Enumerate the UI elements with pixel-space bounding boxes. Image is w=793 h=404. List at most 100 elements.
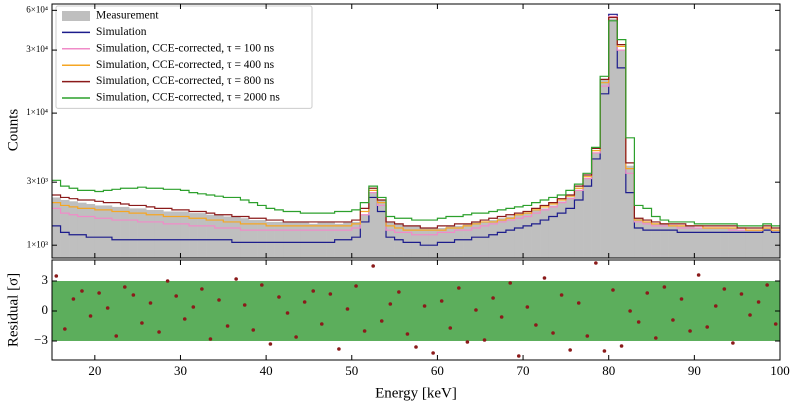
residual-point [328,292,333,296]
residual-point [217,298,221,302]
residual-point [756,300,761,304]
residual-point [662,285,667,289]
histogram-bar [103,205,113,258]
histogram-bar [206,214,216,258]
residual-point [277,295,281,299]
histogram-bar [625,165,635,258]
residual-point [260,283,264,287]
y-tick-label: 6×10⁴ [26,4,48,14]
y-tick-label: 3×10³ [27,176,49,186]
histogram-step [52,16,780,229]
residual-point [602,349,607,353]
residual-point [88,314,93,318]
residual-point [448,326,453,330]
histogram-bar [69,201,78,258]
y-tick-label: 3 [42,272,49,287]
histogram-bar [326,221,335,258]
residual-point [251,328,256,332]
residual-point [671,318,675,322]
histogram-bar [129,208,138,258]
histogram-bar [283,221,293,258]
residual-point [482,338,487,342]
x-tick-label: 30 [174,363,187,378]
histogram-bar [86,204,96,258]
histogram-bar [471,221,481,258]
residual-point [748,313,752,317]
residual-point [337,347,341,351]
residual-point [354,284,358,288]
residual-point [765,283,769,287]
residual-point [525,305,530,309]
residual-point [636,320,641,324]
histogram-bar [291,221,301,258]
residual-point [63,327,67,331]
residual-point [705,325,709,329]
legend-label: Simulation, CCE-corrected, τ = 2000 ns [96,92,280,104]
residual-point [148,301,153,305]
x-tick-label: 90 [688,363,701,378]
histogram-bar [146,209,156,258]
histogram-bar [642,221,652,258]
residual-point [611,288,615,292]
band [52,281,780,341]
histogram-bar [94,205,104,258]
residual-point [80,289,84,293]
legend-box [55,5,313,109]
x-tick-label: 40 [260,363,273,378]
histogram-bar [728,227,738,258]
histogram-bar [608,18,618,258]
histogram-bar [617,50,627,258]
residual-point [414,345,418,349]
residual-point [388,302,393,306]
residual-point [182,317,187,321]
residual-point [234,277,238,281]
residual-point [499,315,504,319]
residual-point [559,293,564,297]
residual-point [294,335,298,339]
histogram-bar [660,223,669,258]
residual-point [422,304,427,308]
residual-point [696,273,701,277]
residual-point [165,279,170,283]
residual-point [551,331,555,335]
residual-point [97,291,101,295]
y-axis-label: Counts [5,109,21,152]
histogram-bar [368,192,378,258]
x-tick-label: 60 [431,363,444,378]
histogram-bar [240,218,250,258]
residual-point [345,307,350,311]
y-tick-label: 3×10⁴ [26,44,48,54]
histogram-bar [317,221,327,258]
histogram-bar [497,218,507,258]
residual-point [302,300,307,304]
residual-point [654,336,658,340]
residual-point [371,264,375,268]
histogram-step [52,13,780,246]
residual-point [379,319,384,323]
residual-point [362,329,367,333]
residual-point [191,305,196,309]
residual-point [105,306,110,310]
histogram-bar [737,230,747,258]
residual-point [688,329,692,333]
histogram-bar [711,227,721,258]
x-tick-label: 50 [345,363,358,378]
histogram-bar [505,216,515,258]
histogram-bar [257,220,267,258]
histogram-bar [480,221,490,258]
legend-swatch [62,11,90,21]
residual-point [457,286,461,290]
residual-point [123,285,127,289]
histogram-step [52,20,780,227]
histogram-bar [171,211,181,258]
histogram-bar [531,209,541,258]
histogram-bar [180,211,190,258]
histogram-step [52,15,780,236]
residual-point [516,354,521,358]
residual-point [114,334,119,338]
residual-point [131,293,136,297]
histogram-bar [677,225,687,258]
histogram-bar [248,220,258,258]
histogram-bar [454,225,464,258]
